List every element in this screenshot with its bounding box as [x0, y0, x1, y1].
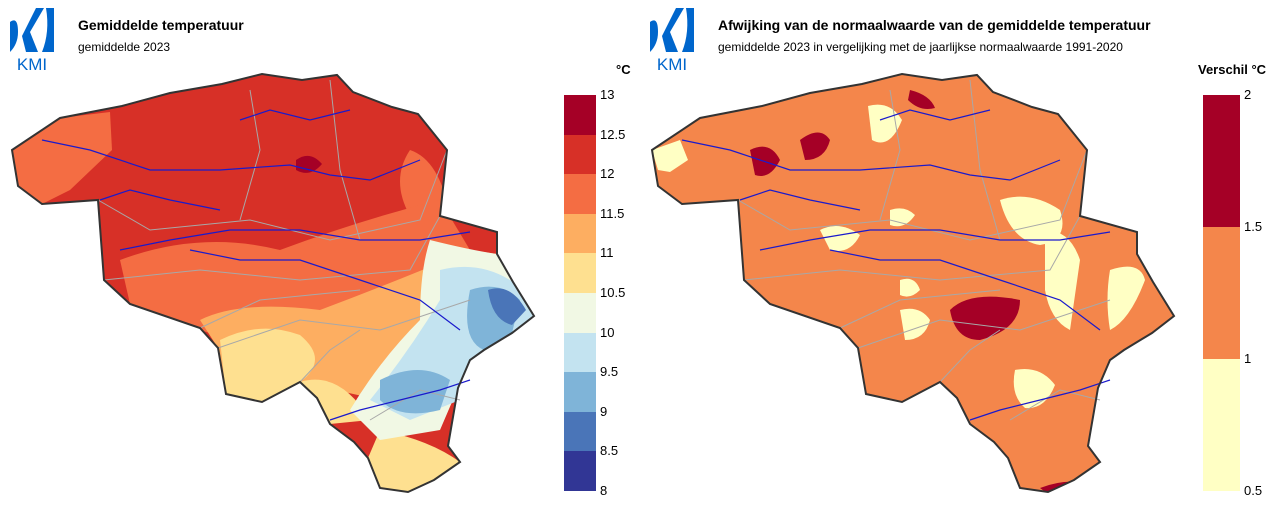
legend-unit: °C: [616, 62, 631, 77]
legend-tick-label: 10.5: [600, 285, 626, 300]
legend-swatch: [564, 293, 596, 333]
legend-swatch: [1203, 227, 1240, 359]
legend-swatch: [564, 253, 596, 293]
map-subtitle: gemiddelde 2023: [78, 40, 171, 54]
legend-tick-label: 1: [1244, 351, 1252, 366]
legend-swatch: [564, 332, 596, 373]
legend-tick-label: 8: [600, 483, 608, 498]
legend-tick-label: 10: [600, 324, 615, 340]
legend-tick-label: 9: [600, 403, 608, 419]
legend-tick-label: 1.5: [1244, 219, 1263, 234]
legend-tick-label: 12.5: [600, 126, 626, 142]
logo-text: KMI: [17, 55, 47, 72]
temperature-map-panel: KMI Gemiddelde temperatuur gemiddelde 20…: [10, 8, 631, 498]
anomaly-legend: [1203, 95, 1240, 491]
legend-tick-label: 11: [600, 245, 614, 261]
legend-tick-label: 0.5: [1244, 483, 1263, 498]
legend-swatch: [564, 134, 596, 175]
legend-tick-label: 8.5: [600, 443, 619, 459]
anomaly-map-panel: KMI Afwijking van de normaalwaarde van d…: [640, 0, 1280, 507]
legend-swatch: [564, 372, 596, 412]
temperature-legend: [564, 95, 596, 491]
map-title: Gemiddelde temperatuur: [78, 17, 244, 33]
legend-swatch: [564, 451, 596, 491]
legend-swatch: [1203, 95, 1240, 227]
map-subtitle: gemiddelde 2023 in vergelijking met de j…: [718, 40, 1123, 54]
map-title: Afwijking van de normaalwaarde van de ge…: [718, 17, 1151, 33]
logo-text: KMI: [657, 55, 687, 72]
legend-swatch: [564, 174, 596, 214]
anomaly-map: [650, 72, 1176, 494]
legend-swatch: [564, 213, 596, 254]
legend-tick-label: 9.5: [600, 364, 619, 380]
legend-swatch: [1203, 359, 1240, 491]
legend-tick-label: 11.5: [600, 205, 625, 221]
kmi-logo: KMI: [10, 8, 54, 72]
kmi-logo: KMI: [650, 8, 694, 72]
legend-tick-label: 2: [1244, 87, 1252, 102]
temperature-map: [10, 72, 536, 494]
legend-swatch: [564, 95, 596, 135]
legend-swatch: [564, 411, 596, 452]
legend-tick-label: 12: [600, 166, 615, 182]
legend-tick-label: 13: [600, 87, 615, 102]
legend-unit: Verschil °C: [1198, 62, 1267, 77]
